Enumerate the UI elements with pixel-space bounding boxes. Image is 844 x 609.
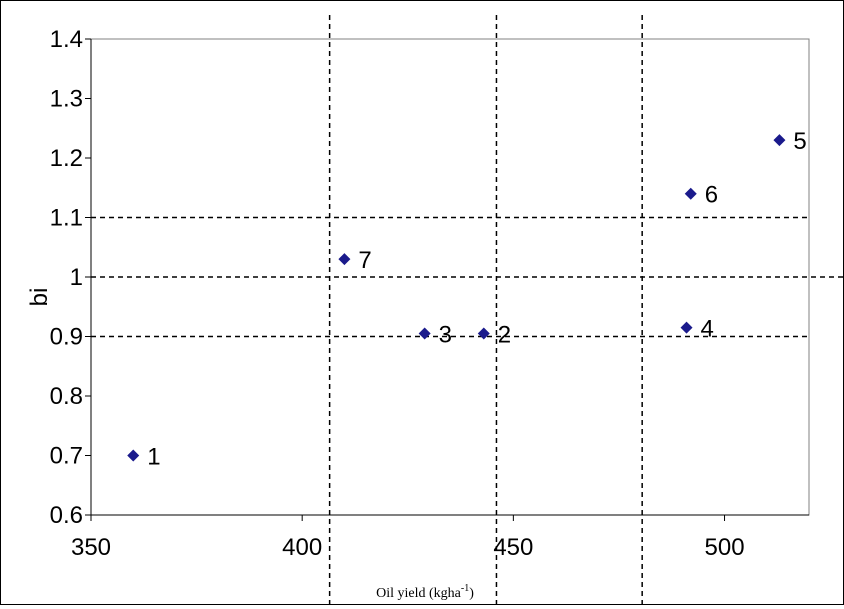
y-tick-label: 1.2 (50, 145, 83, 172)
data-points: 1 2 3 4 5 6 7 (127, 128, 807, 471)
y-tick-label: 1.3 (50, 86, 83, 113)
x-axis-label-main: Oil yield (kgha (376, 586, 462, 601)
data-point-marker (127, 449, 140, 462)
x-axis-label-sup: -1 (461, 583, 469, 594)
data-point-marker (773, 134, 786, 147)
data-point-marker (680, 321, 693, 334)
axes: 0.6 0.7 0.8 0.9 1 1.1 1.2 1.3 1.4 350 400 450 500 (50, 26, 809, 561)
y-tick-label: 0.7 (50, 443, 83, 470)
x-axis-label-end: ) (469, 586, 474, 601)
data-point-marker (338, 253, 351, 266)
y-tick-label: 1 (70, 264, 83, 291)
plot-area (90, 38, 810, 516)
x-tick-label: 350 (71, 534, 111, 561)
y-tick-label: 1.4 (50, 26, 83, 53)
x-axis-label: Oil yield (kgha-1) (376, 583, 474, 601)
y-tick-label: 0.6 (50, 502, 83, 529)
data-point-label: 4 (701, 316, 714, 343)
x-tick-label: 400 (282, 534, 322, 561)
data-point-label: 2 (498, 322, 511, 349)
data-point-label: 1 (147, 444, 160, 471)
data-point-marker (477, 327, 490, 340)
x-tick-label: 500 (705, 534, 745, 561)
data-point-label: 3 (439, 322, 452, 349)
data-point-marker (684, 187, 697, 200)
reference-lines (91, 15, 843, 604)
data-point-label: 6 (705, 182, 718, 209)
x-tick-label: 450 (493, 534, 533, 561)
data-point-label: 5 (793, 128, 806, 155)
y-tick-label: 0.8 (50, 383, 83, 410)
data-point-marker (418, 327, 431, 340)
y-axis-label: bi (26, 288, 53, 307)
y-tick-label: 1.1 (50, 205, 83, 232)
y-tick-label: 0.9 (50, 324, 83, 351)
data-point-label: 7 (358, 247, 371, 274)
